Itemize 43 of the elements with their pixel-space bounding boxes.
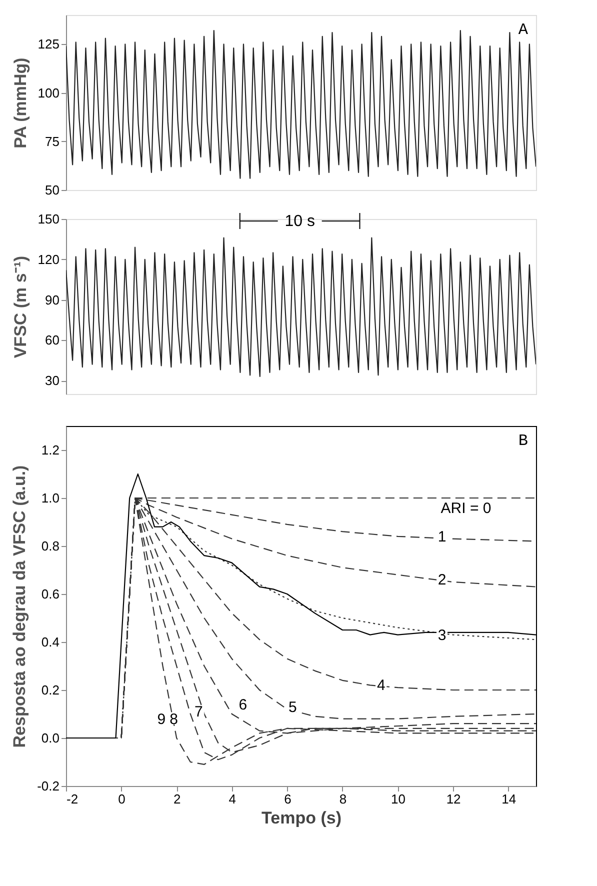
y-tick-label: 150 (38, 212, 60, 226)
y-axis-title: Resposta ao degrau da VFSC (a.u.) (10, 465, 30, 748)
y-tick-label: -0.2 (37, 778, 60, 794)
annotation: ARI = 0 (440, 500, 492, 517)
x-tick-label: 12 (446, 792, 461, 806)
annotation: 9 (157, 710, 166, 728)
y-tick-label: 90 (45, 292, 60, 308)
y-tick-label: 125 (38, 36, 60, 52)
y-tick-label: 120 (38, 252, 60, 267)
y-tick-label: 0.6 (41, 586, 60, 602)
x-tick-label: -2 (66, 792, 78, 806)
x-tick-label: 2 (173, 792, 181, 806)
y-tick-label: 0.8 (41, 538, 60, 554)
x-tick-label: 8 (339, 792, 347, 806)
y-axis-title: PA (mmHg) (10, 58, 30, 148)
annotation: 6 (238, 696, 248, 714)
annotation: 7 (194, 704, 203, 721)
annotation: 8 (170, 710, 178, 728)
y-tick-label: 30 (45, 373, 60, 388)
y-tick-label: 0.2 (41, 682, 60, 698)
x-tick-label: 10 (391, 792, 406, 806)
y-tick-label: 1.0 (41, 490, 60, 506)
y-tick-label: 75 (45, 134, 60, 149)
annotation: A (518, 21, 528, 39)
annotation: B (518, 432, 528, 450)
x-tick-label: 4 (228, 792, 236, 806)
y-tick-label: 100 (38, 85, 60, 100)
annotation: 4 (377, 677, 386, 694)
x-tick-label: 0 (118, 792, 126, 806)
x-tick-label: 6 (284, 792, 292, 806)
y-axis-title: VFSC (m s⁻¹) (10, 256, 30, 358)
annotation: 10 s (284, 213, 315, 230)
y-tick-label: 1.2 (41, 442, 60, 458)
x-tick-label: 14 (502, 792, 516, 806)
x-axis-title: Tempo (s) (262, 808, 342, 828)
y-tick-label: 0.4 (41, 634, 60, 650)
annotation: 2 (438, 572, 446, 589)
y-tick-label: 0.0 (41, 730, 60, 746)
y-tick-label: 60 (45, 332, 60, 348)
y-tick-label: 50 (45, 182, 60, 198)
annotation: 3 (438, 626, 446, 644)
annotation: 5 (288, 698, 297, 716)
annotation: 1 (438, 528, 446, 546)
